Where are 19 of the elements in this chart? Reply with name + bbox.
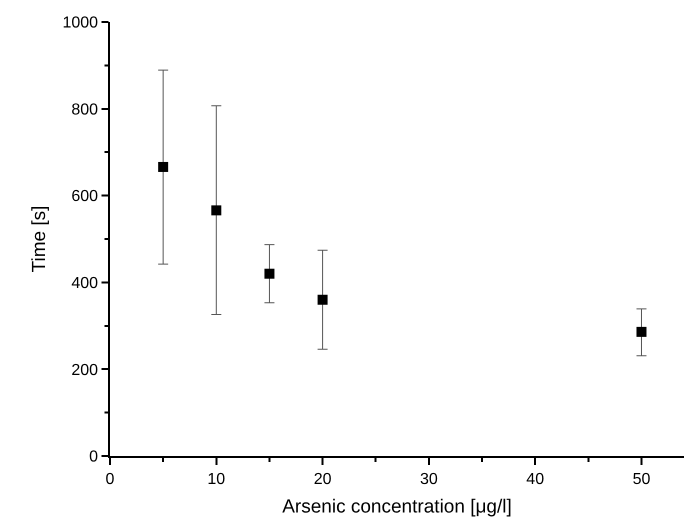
point [264, 268, 274, 279]
point [636, 326, 646, 337]
x-tick-label: 30 [420, 470, 438, 488]
x-tick-label: 50 [632, 470, 650, 488]
x-tick-label: 20 [314, 470, 332, 488]
y-tick-label: 800 [71, 101, 98, 118]
point [318, 294, 328, 305]
x-axis-title: Arsenic concentration [μg/l] [282, 496, 512, 518]
x-tick-label: 0 [106, 470, 115, 488]
point [158, 162, 168, 172]
y-tick-label: 400 [71, 275, 98, 292]
y-tick-label: 1000 [62, 14, 98, 32]
x-tick-label: 40 [526, 470, 544, 488]
y-axis-title: Time [s] [28, 206, 50, 272]
y-tick-label: 200 [71, 362, 98, 379]
x-tick-label: 10 [207, 470, 226, 488]
y-tick-label: 0 [89, 448, 98, 466]
point [211, 205, 222, 216]
y-tick-label: 600 [71, 188, 98, 206]
